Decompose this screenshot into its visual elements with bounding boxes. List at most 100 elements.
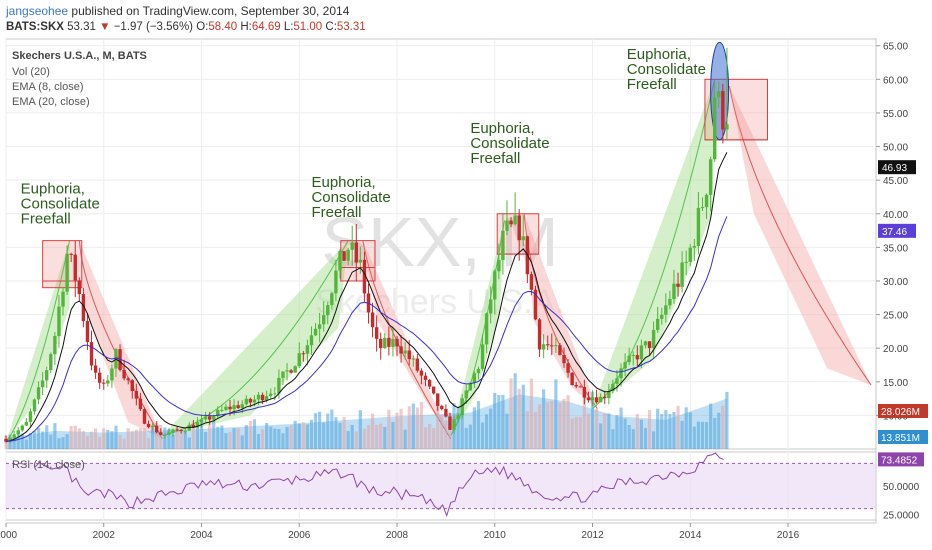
price-chart[interactable]: SKX, M Skechers U.S.A. Euphoria,Consolid… bbox=[0, 38, 932, 550]
volume-bar bbox=[513, 373, 517, 449]
volume-bar bbox=[440, 414, 444, 449]
legend-ema8[interactable]: EMA (8, close) bbox=[12, 81, 84, 93]
volume-marker-text: 13.851M bbox=[881, 433, 920, 444]
volume-bar bbox=[224, 433, 228, 449]
candle-body bbox=[49, 354, 53, 371]
rsi-legend[interactable]: RSI (14, close) bbox=[12, 459, 85, 471]
volume-bar bbox=[334, 417, 338, 449]
price-marker bbox=[878, 223, 916, 238]
volume-bar bbox=[521, 384, 525, 449]
candle-body bbox=[53, 336, 57, 355]
candle-body bbox=[102, 382, 106, 384]
candle-body bbox=[228, 406, 232, 410]
candle-body bbox=[191, 424, 196, 428]
legend-ema20[interactable]: EMA (20, close) bbox=[12, 96, 90, 108]
candle-body bbox=[110, 368, 114, 381]
candle-body bbox=[138, 398, 143, 410]
candle-body bbox=[236, 405, 240, 409]
candle-body bbox=[40, 380, 45, 388]
volume-bar bbox=[326, 413, 330, 449]
rsi-value-text: 73.4852 bbox=[881, 455, 918, 466]
candle-body bbox=[321, 315, 326, 325]
candle-body bbox=[440, 405, 444, 410]
volume-bar bbox=[509, 378, 513, 449]
candle-body bbox=[664, 305, 668, 315]
candle-body bbox=[150, 425, 155, 428]
candle-body bbox=[550, 345, 554, 347]
candle-body bbox=[395, 338, 399, 347]
volume-bar bbox=[468, 424, 472, 449]
candle-body bbox=[24, 421, 29, 426]
volume-bar bbox=[476, 401, 481, 449]
volume-bar bbox=[647, 409, 652, 449]
candle-body bbox=[383, 337, 387, 349]
volume-bar bbox=[130, 431, 134, 449]
volume-bar bbox=[533, 412, 538, 449]
candle-body bbox=[244, 398, 249, 405]
volume-bar bbox=[269, 426, 273, 449]
candle-body bbox=[313, 328, 318, 336]
candle-body bbox=[224, 406, 228, 410]
volume-bar bbox=[631, 429, 635, 449]
volume-marker bbox=[878, 430, 928, 444]
candle-body bbox=[566, 363, 570, 373]
quote-line: BATS:SKX 53.31 ▼ −1.97 (−3.56%) O:58.40 … bbox=[6, 21, 366, 33]
volume-bar bbox=[98, 436, 102, 449]
candle-body bbox=[558, 345, 562, 355]
volume-bar bbox=[664, 410, 668, 449]
candle-body bbox=[142, 409, 147, 424]
volume-bar bbox=[554, 379, 558, 449]
publish-line: jangseohee published on TradingView.com,… bbox=[6, 4, 349, 18]
volume-bar bbox=[407, 406, 411, 449]
candle-body bbox=[452, 419, 456, 430]
volume-bar bbox=[208, 424, 212, 449]
candle-body bbox=[505, 220, 509, 231]
volume-bar bbox=[261, 429, 265, 449]
candle-body bbox=[639, 345, 644, 360]
volume-bar bbox=[32, 430, 37, 449]
candle-body bbox=[635, 355, 640, 360]
candle-body bbox=[672, 283, 676, 299]
candle-body bbox=[362, 259, 367, 294]
candle-body bbox=[680, 262, 684, 287]
volume-bar bbox=[110, 431, 114, 449]
time-tick-label: 2012 bbox=[581, 530, 604, 541]
symbol: BATS:SKX bbox=[6, 21, 64, 33]
legend: Skechers U.S.A., M, BATS Vol (20) EMA (8… bbox=[12, 50, 147, 108]
candle-body bbox=[562, 354, 566, 364]
author-link[interactable]: jangseohee bbox=[6, 4, 69, 18]
candle-body bbox=[65, 253, 69, 292]
volume-bar bbox=[480, 422, 485, 449]
candle-body bbox=[264, 396, 269, 401]
volume-bar bbox=[403, 429, 407, 449]
candle-body bbox=[240, 404, 244, 409]
candle-body bbox=[655, 318, 660, 331]
volume-bar bbox=[607, 413, 611, 449]
low-label: L: bbox=[283, 21, 294, 33]
candle-body bbox=[81, 294, 86, 322]
volume-bar bbox=[713, 417, 717, 449]
volume-bar bbox=[49, 434, 53, 449]
candle-body bbox=[546, 344, 550, 346]
legend-vol[interactable]: Vol (20) bbox=[12, 66, 50, 78]
volume-bar bbox=[102, 428, 106, 449]
candle-body bbox=[696, 207, 701, 247]
volume-bar bbox=[293, 420, 297, 449]
volume-bar bbox=[615, 415, 619, 449]
volume-bar bbox=[643, 428, 648, 449]
volume-bar bbox=[725, 391, 729, 449]
candle-body bbox=[586, 397, 591, 401]
volume-bar bbox=[692, 426, 696, 449]
volume-bar bbox=[444, 420, 448, 449]
candle-body bbox=[199, 419, 204, 423]
price-tick-label: 60.00 bbox=[883, 75, 908, 86]
volume-bar bbox=[305, 424, 310, 449]
candle-body bbox=[391, 338, 395, 347]
candle-body bbox=[411, 358, 416, 360]
volume-bar bbox=[187, 437, 191, 449]
candle-body bbox=[305, 345, 310, 354]
candle-body bbox=[423, 375, 428, 380]
candle-body bbox=[130, 380, 134, 392]
volume-bar bbox=[529, 378, 534, 449]
